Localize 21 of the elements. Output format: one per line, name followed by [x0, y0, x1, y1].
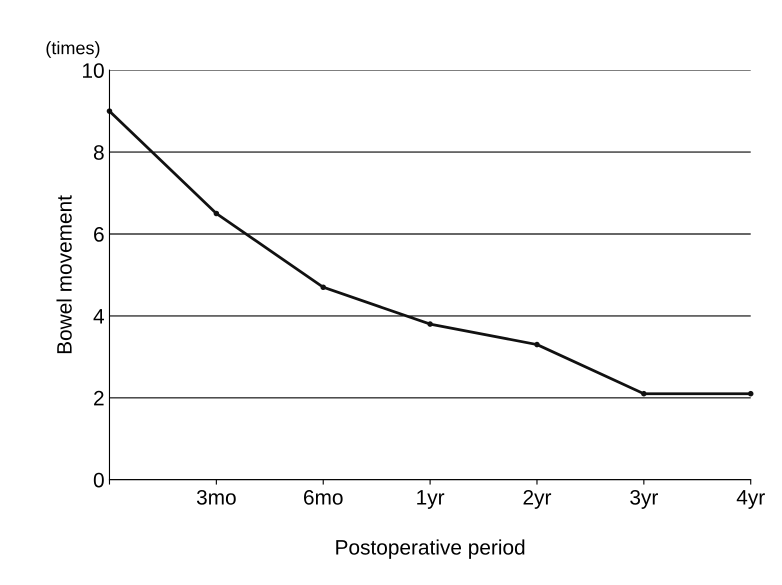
- x-tick-label: 6mo: [304, 490, 343, 505]
- x-tick-label: 3mo: [196, 490, 236, 505]
- point: [534, 342, 540, 348]
- x-tick-label: 3yr: [630, 490, 658, 509]
- y-tick-label: 4: [94, 309, 104, 324]
- y-tick-label: 8: [94, 145, 104, 160]
- point: [641, 390, 647, 396]
- y-tick-label: 2: [94, 390, 104, 406]
- point: [214, 210, 220, 216]
- x-tick-label: 2yr: [524, 490, 552, 509]
- point: [748, 390, 754, 396]
- text: (times): [46, 41, 100, 58]
- y-tick-label: 6: [94, 227, 104, 242]
- x-axis-title: Postoperative period: [336, 539, 524, 559]
- point: [427, 321, 433, 327]
- y-tick-label: 0: [94, 472, 104, 488]
- point: [320, 284, 326, 290]
- x-tick-label: 4yr: [736, 490, 765, 509]
- y-tick-label: 10: [83, 63, 104, 78]
- y-axis-title: Bowel movement: [56, 195, 72, 354]
- x-tick-label: 1yr: [417, 490, 444, 509]
